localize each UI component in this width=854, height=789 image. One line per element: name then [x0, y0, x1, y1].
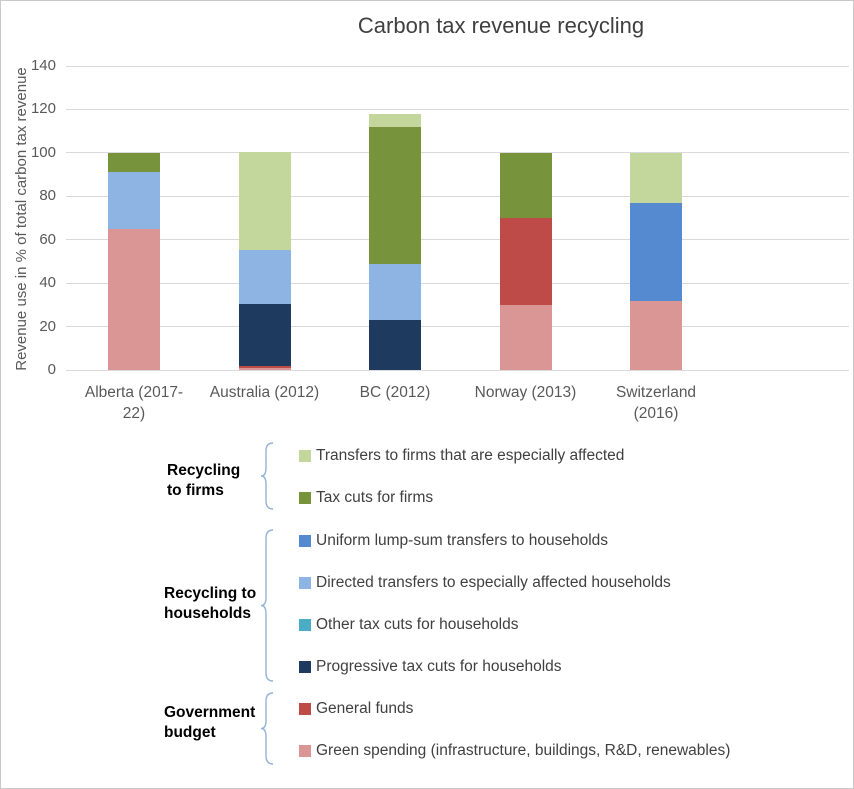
y-tick-label: 0 — [47, 361, 56, 378]
bar-segment — [369, 320, 421, 370]
bar-BC (2012) — [369, 66, 421, 370]
legend-item: General funds — [299, 700, 413, 718]
bar-Alberta (2017-22) — [108, 66, 160, 370]
bar-segment — [238, 151, 291, 250]
legend-item: Tax cuts for firms — [299, 489, 433, 507]
y-tick-label: 80 — [39, 187, 56, 205]
y-tick-label: 20 — [39, 317, 56, 335]
legend-item-label: Uniform lump-sum transfers to households — [316, 532, 609, 549]
legend-group-label: Government budget — [164, 704, 256, 741]
bar-segment — [369, 113, 421, 127]
bar-Norway (2013) — [499, 66, 552, 370]
legend-item: Transfers to firms that are especially a… — [299, 447, 624, 465]
legend-group-label: Recycling to households — [164, 585, 257, 622]
gridline — [66, 239, 849, 241]
legend-item-label: Transfers to firms that are especially a… — [316, 447, 625, 464]
bar-segment — [108, 172, 160, 229]
gridline — [66, 369, 849, 371]
bar-segment — [238, 367, 291, 370]
bar-segment — [108, 152, 160, 173]
legend-color-swatch — [299, 745, 311, 757]
bar-segment — [238, 303, 291, 366]
bar-segment — [630, 202, 682, 301]
legend-color-swatch — [299, 535, 311, 547]
y-tick-label: 60 — [39, 230, 56, 248]
x-category-label: Norway (2013) — [451, 382, 601, 403]
legend-item-label: Green spending (infrastructure, building… — [316, 742, 731, 759]
legend-item: Green spending (infrastructure, building… — [299, 742, 730, 760]
gridline — [66, 195, 849, 197]
legend-item-label: Tax cuts for firms — [316, 489, 434, 506]
legend-item-label: General funds — [316, 700, 414, 717]
gridline — [66, 152, 849, 154]
x-category-label: BC (2012) — [320, 382, 470, 403]
bar-segment — [499, 304, 552, 370]
y-tick-label: 140 — [30, 57, 56, 74]
legend-color-swatch — [299, 492, 311, 504]
legend-group-brace — [260, 442, 274, 510]
bar-segment — [369, 263, 421, 321]
plot-area — [66, 65, 849, 371]
bar-segment — [238, 249, 291, 304]
bar-segment — [499, 152, 552, 218]
x-category-label-line: Switzerland — [615, 384, 697, 401]
x-category-label-line: Australia (2012) — [209, 384, 320, 401]
x-category-label-line: Alberta (2017- — [84, 384, 184, 401]
legend-item: Directed transfers to especially affecte… — [299, 574, 671, 592]
gridline — [66, 65, 849, 67]
bar-segment — [630, 300, 682, 370]
legend-item-label: Other tax cuts for households — [316, 616, 519, 633]
legend-group-brace — [260, 529, 274, 682]
x-category-label-line: (2016) — [633, 405, 679, 422]
legend-item: Other tax cuts for households — [299, 616, 518, 634]
legend-group-label: Recycling to firms — [167, 462, 241, 499]
x-category-label-line: 22) — [122, 405, 146, 422]
legend-item: Uniform lump-sum transfers to households — [299, 532, 608, 550]
legend-item-label: Directed transfers to especially affecte… — [316, 574, 671, 591]
gridline — [66, 282, 849, 284]
bar-segment — [238, 365, 291, 368]
x-category-label: Australia (2012) — [190, 382, 340, 403]
bar-segment — [630, 152, 682, 203]
gridline — [66, 326, 849, 328]
x-category-label-line: Norway (2013) — [474, 384, 577, 401]
legend-color-swatch — [299, 619, 311, 631]
legend-color-swatch — [299, 661, 311, 673]
x-category-label: Switzerland (2016) — [581, 382, 731, 424]
gridline — [66, 108, 849, 110]
y-tick-label: 100 — [30, 143, 56, 161]
legend-item-label: Progressive tax cuts for households — [316, 658, 562, 675]
chart-title: Carbon tax revenue recycling — [357, 13, 645, 38]
legend-color-swatch — [299, 703, 311, 715]
bar-Australia (2012) — [238, 66, 291, 370]
bar-Switzerland (2016) — [630, 66, 682, 370]
y-tick-label: 40 — [39, 274, 56, 292]
legend-color-swatch — [299, 577, 311, 589]
bar-segment — [108, 228, 160, 370]
x-category-label-line: BC (2012) — [359, 384, 431, 401]
y-tick-label: 120 — [30, 100, 56, 118]
legend-group-brace — [260, 692, 274, 765]
legend-item: Progressive tax cuts for households — [299, 658, 562, 676]
bar-segment — [499, 218, 552, 305]
x-category-label: Alberta (2017- 22) — [59, 382, 209, 424]
legend-color-swatch — [299, 450, 311, 462]
bar-segment — [369, 126, 421, 264]
